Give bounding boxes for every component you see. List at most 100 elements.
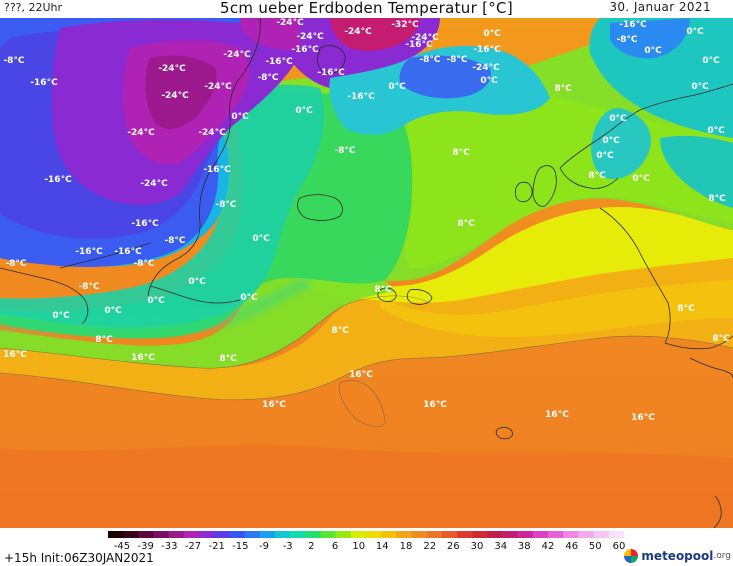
isotherm-label: -8°C <box>616 35 637 45</box>
color-scale-tick-label: 38 <box>518 541 531 551</box>
init-time: +15h Init:06Z30JAN2021 <box>4 551 154 565</box>
isotherm-label: 0°C <box>480 76 498 86</box>
iceland-coast <box>297 194 343 221</box>
color-scale-cell <box>472 531 488 538</box>
africa-west-coast <box>713 495 722 528</box>
isotherm-label: -16°C <box>347 92 375 102</box>
azores-coast <box>406 289 433 305</box>
color-scale-cell <box>153 531 170 538</box>
isotherm-label: -24°C <box>127 128 155 138</box>
blend-overlay <box>0 276 310 337</box>
color-scale-cell <box>563 531 579 538</box>
scandinavia-blue-zone <box>610 18 690 59</box>
logo-tld: .org <box>713 551 731 561</box>
greenland-south-coast <box>59 242 151 269</box>
iberia-south-coast <box>664 335 733 350</box>
color-scale-cell <box>229 531 245 538</box>
color-scale-cell <box>244 531 261 538</box>
color-scale-cell <box>487 531 503 538</box>
temperature-map[interactable]: -24°C -32°C -16°C -24°C -24°C -24°C 0°C -16°C -1… <box>0 18 733 528</box>
color-scale-cell <box>578 531 595 538</box>
color-scale-tick-label: 42 <box>542 541 555 551</box>
amber-light-zone <box>380 280 733 337</box>
logo-name: meteopool <box>641 549 714 563</box>
color-scale-cell <box>548 531 564 538</box>
baltic-teal-zone <box>591 108 651 179</box>
logo-icon <box>624 549 639 563</box>
color-scale-cell <box>335 531 352 538</box>
isotherm-label: -8°C <box>78 282 99 292</box>
isotherm-label: -24°C <box>276 18 304 28</box>
isotherm-label: -16°C <box>75 247 103 257</box>
color-scale-cell <box>517 531 534 538</box>
color-scale-bar: -45 -39 -33 -27 -21 -15 -9 -3 2 6 10 14 18 22 26 30 34 38… <box>108 531 626 551</box>
isotherm-label: 0°C <box>609 114 627 124</box>
color-scale-cells <box>108 531 625 538</box>
isotherm-label: 8°C <box>219 354 237 364</box>
color-scale-cell <box>608 531 625 538</box>
color-scale-cell <box>532 531 549 538</box>
isotherm-16-loop <box>339 379 386 427</box>
isotherm-label: 0°C <box>231 112 249 122</box>
isotherm-label: -16°C <box>291 45 319 55</box>
isotherm-label: -8°C <box>257 73 278 83</box>
isotherm-label: -32°C <box>391 20 419 30</box>
isotherm-label: -16°C <box>131 219 159 229</box>
header-bar: ???, 22Uhr 5cm ueber Erdboden Temperatur… <box>0 0 733 18</box>
south-norway-coast <box>559 167 619 189</box>
isotherm-label: -16°C <box>30 78 58 88</box>
isotherm-label: 8°C <box>588 171 606 181</box>
color-scale-cell <box>366 531 382 538</box>
color-scale-cell <box>426 531 443 538</box>
color-scale-cell <box>502 531 519 538</box>
newfoundland-coast <box>149 285 241 304</box>
isotherm-label: 16°C <box>349 370 373 380</box>
color-scale-cell <box>350 531 367 538</box>
southern-warm-zone <box>0 445 733 528</box>
isotherm-8 <box>0 295 431 369</box>
isotherm-label: -16°C <box>317 68 345 78</box>
color-scale-tick-label: 10 <box>352 541 365 551</box>
isotherm-label: 0°C <box>252 234 270 244</box>
color-scale-ticks: -45 -39 -33 -27 -21 -15 -9 -3 2 6 10 14 18 22 26 30 34 38… <box>114 541 626 551</box>
isotherm-label: 8°C <box>708 194 726 204</box>
isotherm-label: 8°C <box>374 285 392 295</box>
color-scale-cell <box>411 531 428 538</box>
color-scale-tick-label: -3 <box>283 541 293 551</box>
meteopool-logo[interactable]: meteopool .org <box>624 546 731 566</box>
run-label: ???, 22Uhr <box>4 1 63 14</box>
isotherm-label: -24°C <box>161 91 189 101</box>
labrador-coast <box>0 267 89 325</box>
color-scale-tick-label: -33 <box>161 541 177 551</box>
isotherm-label: 0°C <box>295 106 313 116</box>
color-scale-cell <box>593 531 610 538</box>
ireland-coast <box>514 181 533 203</box>
color-scale-tick-label: -27 <box>185 541 201 551</box>
isotherm-label: 8°C <box>457 219 475 229</box>
isotherm-label: 0°C <box>388 82 406 92</box>
color-scale-tick-label: -9 <box>259 541 269 551</box>
color-scale-cell <box>290 531 306 538</box>
faroes-coast <box>377 287 397 302</box>
isotherm-16 <box>0 335 733 401</box>
yellow-zone <box>300 207 733 303</box>
isotherm-label: -24°C <box>204 82 232 92</box>
color-scale-tick-label: 18 <box>400 541 413 551</box>
isotherm-label: 16°C <box>423 400 447 410</box>
isotherm-label: 8°C <box>95 335 113 345</box>
arctic-magenta-zone <box>330 18 420 51</box>
color-scale-tick-label: 14 <box>376 541 389 551</box>
isotherm-label: -8°C <box>133 259 154 269</box>
color-scale-tick-label: -21 <box>209 541 225 551</box>
isotherm-label: 16°C <box>631 413 655 423</box>
svalbard-magenta-zone <box>240 18 300 50</box>
isotherm-label: -16°C <box>619 20 647 30</box>
isotherm-label: 0°C <box>702 56 720 66</box>
isotherm-label: -24°C <box>411 33 439 43</box>
valid-date: 30. Januar 2021 <box>609 0 711 14</box>
isotherm-label: 0°C <box>632 174 650 184</box>
color-scale-tick-label: -15 <box>232 541 248 551</box>
color-scale-cell <box>457 531 473 538</box>
isotherm-label: 0°C <box>602 136 620 146</box>
color-scale-tick-label: 50 <box>589 541 602 551</box>
